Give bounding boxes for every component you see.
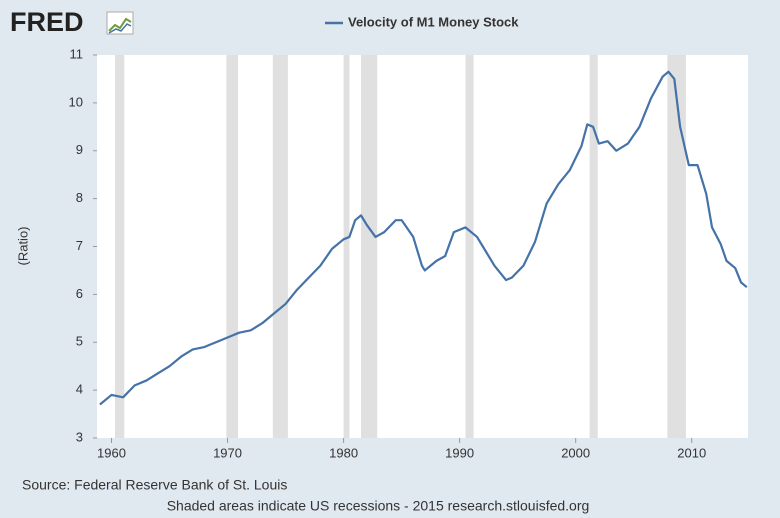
- x-tick-label: 1980: [329, 445, 358, 460]
- recession-band: [667, 55, 686, 438]
- y-tick-label: 8: [76, 190, 83, 205]
- recession-band: [465, 55, 474, 438]
- recession-band: [272, 55, 288, 438]
- x-tick-label: 1970: [213, 445, 242, 460]
- series-line: [99, 70, 748, 406]
- y-tick-label: 10: [69, 94, 83, 109]
- y-tick-label: 7: [76, 238, 83, 253]
- y-tick-label: 11: [70, 46, 84, 61]
- y-tick-label: 3: [76, 429, 83, 444]
- recession-band: [226, 55, 238, 438]
- recession-band: [343, 55, 350, 438]
- y-tick-label: 9: [76, 142, 83, 157]
- x-tick-label: 2010: [677, 445, 706, 460]
- legend-label: Velocity of M1 Money Stock: [348, 14, 519, 29]
- y-axis-label: (Ratio): [15, 226, 30, 265]
- y-tick-label: 5: [76, 334, 83, 349]
- x-tick-label: 2000: [561, 445, 590, 460]
- logo: FRED: [10, 7, 84, 37]
- source: Source: Federal Reserve Bank of St. Loui…: [22, 477, 287, 493]
- recession-band: [114, 55, 125, 438]
- logo-icon: [106, 11, 134, 35]
- recession-band: [589, 55, 598, 438]
- x-tick-label: 1990: [445, 445, 474, 460]
- recession-band: [360, 55, 378, 438]
- y-tick-label: 6: [76, 286, 83, 301]
- x-tick-label: 1960: [97, 445, 126, 460]
- y-tick-label: 4: [76, 382, 83, 397]
- note: Shaded areas indicate US recessions - 20…: [167, 498, 590, 514]
- plot-area: [97, 55, 748, 438]
